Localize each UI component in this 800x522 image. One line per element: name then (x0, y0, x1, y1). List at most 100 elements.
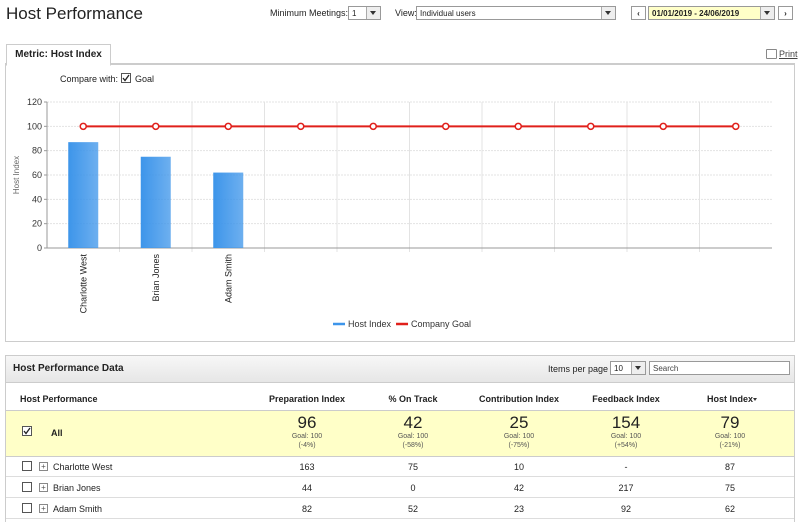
summary-delta: (-21%) (719, 442, 741, 449)
expand-icon[interactable]: + (39, 462, 48, 471)
row-cell: 44 (301, 483, 312, 493)
table: Host Performance Preparation Index % On Tr… (6, 383, 794, 522)
row-name: Charlotte West (53, 462, 113, 472)
row-cell: 0 (410, 483, 416, 493)
summary-goal: Goal: 100 (397, 433, 429, 440)
bar (140, 156, 171, 248)
date-range: 01/01/2019 - 24/06/2019 (652, 9, 740, 18)
compare-label: Compare with: (60, 74, 119, 84)
line-marker (369, 122, 377, 131)
min-meetings-label: Minimum Meetings: (270, 8, 349, 18)
legend-label: Host Index (348, 319, 392, 329)
row-cell: 42 (513, 483, 524, 493)
x-tick-label: Charlotte West (78, 254, 88, 314)
summary-value: 25 (509, 413, 529, 432)
expand-icon[interactable]: + (39, 504, 48, 513)
y-tick-label: 60 (32, 170, 42, 180)
row-checkbox[interactable] (22, 482, 32, 492)
line-marker (297, 122, 305, 131)
row-name: Adam Smith (53, 504, 103, 514)
row-cell: 217 (618, 483, 634, 493)
y-tick-label: 120 (27, 97, 42, 107)
line-marker (659, 122, 667, 131)
line-marker (732, 122, 740, 131)
summary-delta: (-58%) (402, 442, 424, 449)
row-cell: 82 (301, 504, 312, 514)
bar (213, 172, 244, 248)
row-name: Brian Jones (53, 483, 101, 493)
print-link[interactable]: Print (779, 49, 798, 59)
column-header[interactable]: % On Track (388, 394, 438, 404)
y-tick-label: 100 (27, 121, 42, 131)
row-cell: 75 (407, 462, 418, 472)
row-cell: 62 (724, 504, 735, 514)
min-meetings-value: 1 (352, 9, 357, 18)
date-range-select[interactable]: 01/01/2019 - 24/06/2019 (648, 6, 775, 20)
column-header[interactable]: Host Performance (20, 394, 98, 404)
row-checkbox[interactable] (22, 461, 32, 471)
x-tick-label: Brian Jones (151, 254, 161, 302)
summary-goal: Goal: 100 (503, 433, 535, 440)
row-cell: 75 (724, 483, 735, 493)
compare-option: Goal (135, 74, 155, 84)
legend-label: Company Goal (411, 319, 471, 329)
table-row (6, 456, 794, 477)
row-cell: 92 (620, 504, 631, 514)
min-meetings-select[interactable]: 1 (348, 6, 381, 20)
summary-value: 79 (720, 413, 740, 432)
summary-delta: (-4%) (298, 442, 316, 449)
metric-tab[interactable]: Metric: Host Index (6, 44, 111, 66)
metric-panel (5, 64, 795, 342)
summary-goal: Goal: 100 (610, 433, 642, 440)
row-cell: 52 (407, 504, 418, 514)
view-label: View: (395, 8, 417, 18)
summary-value: 42 (403, 413, 423, 432)
summary-goal: Goal: 100 (714, 433, 746, 440)
items-per-page: 10 (614, 364, 623, 373)
summary-checkbox[interactable] (22, 426, 32, 436)
y-axis-title: Host Index (12, 156, 21, 194)
column-header[interactable]: Preparation Index (268, 394, 346, 404)
print-icon (766, 49, 777, 59)
y-tick-label: 80 (32, 146, 42, 156)
y-tick-label: 40 (32, 194, 42, 204)
line-marker (514, 122, 522, 131)
table-row (6, 477, 794, 498)
y-tick-label: 20 (32, 219, 42, 229)
data-panel (5, 355, 795, 522)
column-header[interactable]: Contribution Index (479, 394, 559, 404)
line-marker (224, 122, 232, 131)
items-per-page-select[interactable]: 10 (610, 361, 646, 375)
line-marker (79, 122, 87, 131)
column-header[interactable]: Feedback Index (592, 394, 660, 404)
column-header[interactable]: Host Index (706, 394, 753, 404)
row-cell: 23 (513, 504, 524, 514)
row-cell: 10 (513, 462, 524, 472)
summary-value: 154 (611, 413, 641, 432)
row-checkbox[interactable] (22, 503, 32, 513)
sort-arrow (753, 398, 757, 403)
prev-date-button[interactable]: ‹ (631, 6, 646, 20)
bar (68, 142, 99, 248)
table-row (6, 498, 794, 519)
summary-delta: (+54%) (614, 442, 638, 449)
data-panel-title: Host Performance Data (13, 363, 124, 374)
search-placeholder: Search (653, 364, 679, 373)
chart: 0 20 40 60 80 100 120 Host Index Charlotte West B… (12, 97, 772, 329)
summary-goal: Goal: 100 (291, 433, 323, 440)
y-tick-label: 0 (37, 243, 42, 253)
next-date-button[interactable]: › (778, 6, 793, 20)
expand-icon[interactable]: + (39, 483, 48, 492)
search-box[interactable]: Search (649, 361, 790, 375)
goal-checkbox[interactable] (121, 73, 131, 83)
x-tick-label: Adam Smith (223, 254, 233, 303)
row-cell: 87 (724, 462, 735, 472)
view-select[interactable]: Individual users (416, 6, 616, 20)
summary-name: All (51, 428, 63, 438)
row-cell: - (624, 462, 628, 472)
items-per-page-label: Items per page (548, 364, 609, 374)
line-marker (442, 122, 450, 131)
row-cell: 163 (299, 462, 315, 472)
line-marker (152, 122, 160, 131)
